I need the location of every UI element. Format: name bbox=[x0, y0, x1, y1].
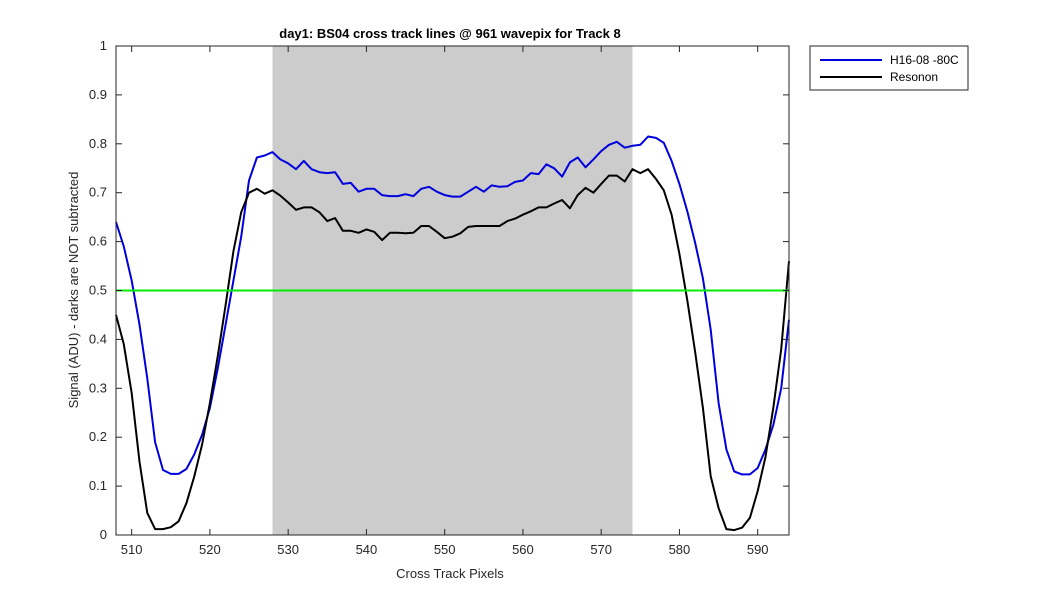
y-tick-label: 0 bbox=[100, 527, 107, 542]
y-tick-label: 0.4 bbox=[89, 331, 107, 346]
x-tick-label: 560 bbox=[512, 542, 534, 557]
y-tick-label: 0.9 bbox=[89, 87, 107, 102]
series-line-h16-08-80c bbox=[115, 135, 790, 476]
y-tick-label: 0.7 bbox=[89, 185, 107, 200]
legend: H16-08 -80C Resonon bbox=[809, 45, 969, 91]
y-tick-label: 0.2 bbox=[89, 429, 107, 444]
x-tick-label: 550 bbox=[434, 542, 456, 557]
y-tick-label: 0.1 bbox=[89, 478, 107, 493]
series-line-resonon bbox=[115, 168, 790, 532]
legend-label: Resonon bbox=[890, 70, 938, 84]
x-axis-label: Cross Track Pixels bbox=[396, 566, 504, 581]
x-tick-label: 510 bbox=[121, 542, 143, 557]
chart-title: day1: BS04 cross track lines @ 961 wavep… bbox=[279, 26, 620, 41]
y-tick-label: 0.8 bbox=[89, 136, 107, 151]
y-axis-label: Signal (ADU) - darks are NOT subtracted bbox=[66, 172, 81, 409]
y-tick-label: 0.6 bbox=[89, 234, 107, 249]
x-tick-label: 590 bbox=[747, 542, 769, 557]
y-tick-label: 0.5 bbox=[89, 283, 107, 298]
x-tick-label: 530 bbox=[277, 542, 299, 557]
x-tick-label: 570 bbox=[590, 542, 612, 557]
x-tick-label: 520 bbox=[199, 542, 221, 557]
y-tick-label: 1 bbox=[100, 38, 107, 53]
x-tick-label: 580 bbox=[669, 542, 691, 557]
legend-box bbox=[809, 45, 969, 91]
legend-label: H16-08 -80C bbox=[890, 53, 959, 67]
y-tick-label: 0.3 bbox=[89, 380, 107, 395]
x-tick-label: 540 bbox=[356, 542, 378, 557]
